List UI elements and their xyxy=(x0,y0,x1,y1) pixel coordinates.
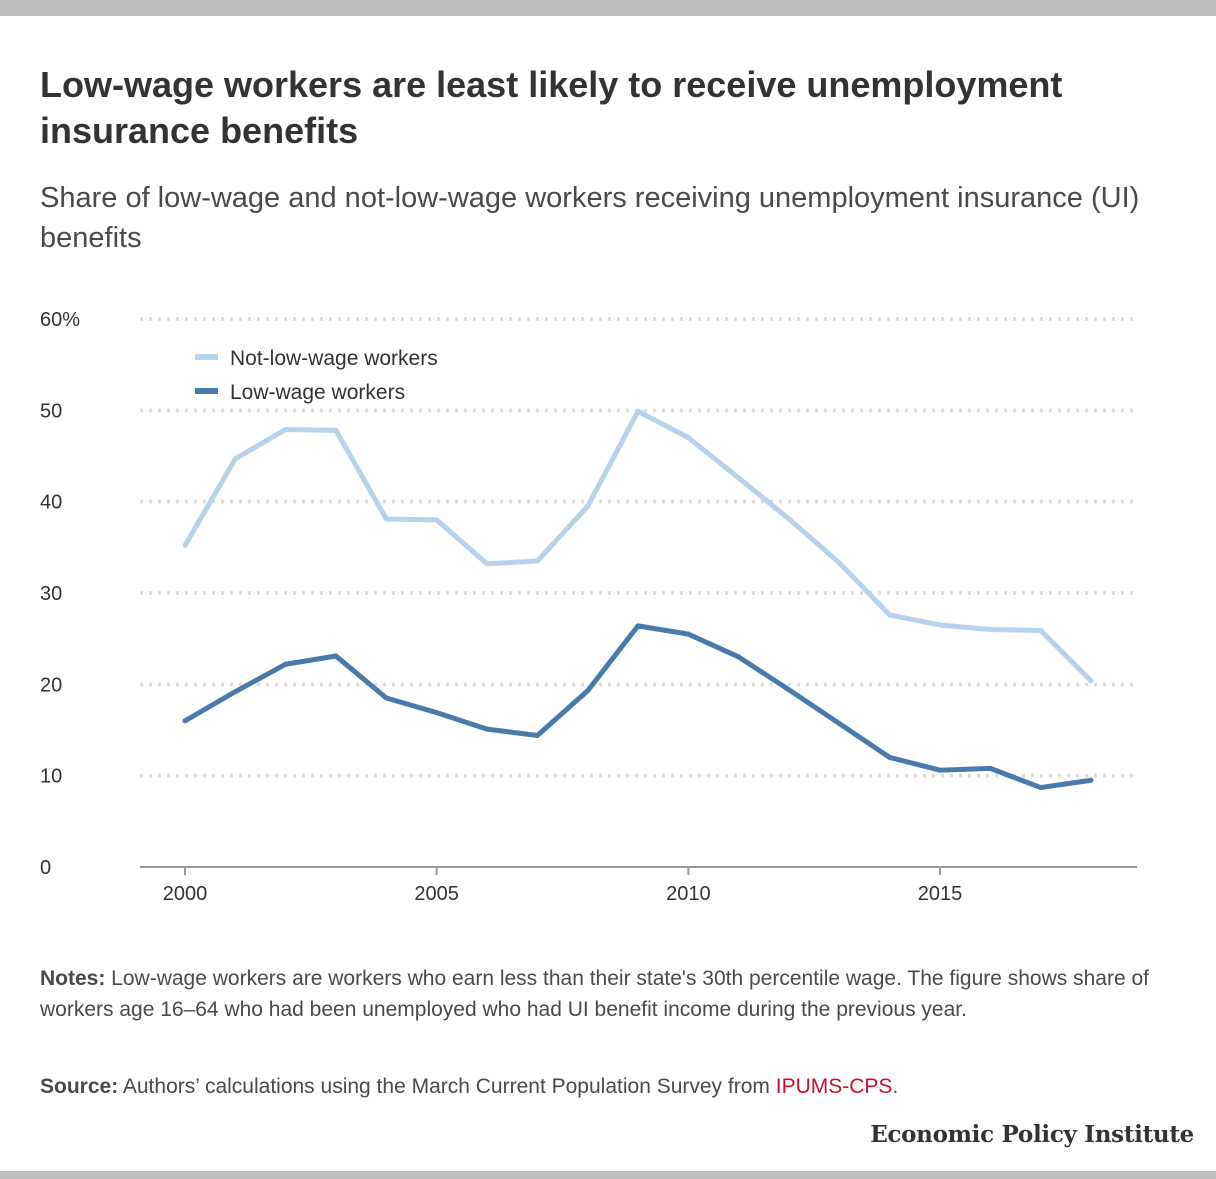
data-point-low-wage-workers-2008 xyxy=(585,688,591,694)
bottom-border-bar xyxy=(0,1171,1216,1179)
notes-text: Low-wage workers are workers who earn le… xyxy=(40,967,1149,1021)
y-tick-label-0: 0 xyxy=(40,857,51,879)
brand-logo-text: Economic Policy Institute xyxy=(870,1121,1194,1148)
data-point-not-low-wage-workers-2018 xyxy=(1088,678,1094,684)
y-tick-label-20: 20 xyxy=(40,674,62,696)
notes-label: Notes: xyxy=(40,967,106,990)
source-text: Authors’ calculations using the March Cu… xyxy=(118,1075,776,1098)
chart-source: Source: Authors’ calculations using the … xyxy=(40,1071,1160,1102)
data-point-low-wage-workers-2018 xyxy=(1088,777,1094,783)
data-point-not-low-wage-workers-2011 xyxy=(736,475,742,481)
series-line-not-low-wage-workers xyxy=(182,408,1093,683)
x-tick-label-2015: 2015 xyxy=(918,883,963,905)
gridlines xyxy=(140,317,1137,778)
data-point-low-wage-workers-2015 xyxy=(937,767,943,773)
series-lines xyxy=(182,408,1094,791)
y-tick-label-10: 10 xyxy=(40,766,62,788)
data-point-not-low-wage-workers-2013 xyxy=(836,560,842,566)
data-point-low-wage-workers-2011 xyxy=(736,654,742,660)
data-point-not-low-wage-workers-2017 xyxy=(1038,627,1044,633)
data-point-low-wage-workers-2009 xyxy=(635,623,641,629)
data-point-low-wage-workers-2017 xyxy=(1038,785,1044,791)
data-point-not-low-wage-workers-2008 xyxy=(585,503,591,509)
legend-label-low-wage-workers: Low-wage workers xyxy=(230,381,405,404)
y-tick-label-30: 30 xyxy=(40,583,62,605)
data-point-not-low-wage-workers-2003 xyxy=(333,427,339,433)
data-point-low-wage-workers-2016 xyxy=(987,765,993,771)
data-point-low-wage-workers-2001 xyxy=(232,689,238,695)
y-tick-label-40: 40 xyxy=(40,492,62,514)
y-tick-label-50: 50 xyxy=(40,400,62,422)
source-end: . xyxy=(892,1075,899,1098)
legend: Not-low-wage workers Low-wage workers xyxy=(195,347,438,404)
data-point-low-wage-workers-2012 xyxy=(786,687,792,693)
data-point-not-low-wage-workers-2000 xyxy=(182,543,188,549)
x-tick-label-2010: 2010 xyxy=(666,883,711,905)
data-point-low-wage-workers-2013 xyxy=(836,721,842,727)
y-axis-tick-labels: 0 10 20 30 40 50 60% xyxy=(40,309,80,879)
data-point-low-wage-workers-2006 xyxy=(484,726,490,732)
data-point-not-low-wage-workers-2016 xyxy=(987,627,993,633)
data-point-not-low-wage-workers-2004 xyxy=(383,516,389,522)
y-tick-label-60: 60% xyxy=(40,309,80,331)
data-point-low-wage-workers-2007 xyxy=(534,732,540,738)
chart-subtitle: Share of low-wage and not-low-wage worke… xyxy=(40,182,1140,254)
data-point-not-low-wage-workers-2002 xyxy=(283,427,289,433)
data-point-low-wage-workers-2004 xyxy=(383,695,389,701)
data-point-not-low-wage-workers-2010 xyxy=(685,435,691,441)
data-point-low-wage-workers-2002 xyxy=(283,661,289,667)
source-link-ipums[interactable]: IPUMS-CPS xyxy=(775,1075,893,1098)
x-axis: 2000 2005 2010 2015 xyxy=(140,866,1137,905)
top-border-bar xyxy=(0,0,1216,16)
data-point-not-low-wage-workers-2005 xyxy=(434,517,440,523)
chart-notes: Notes: Low-wage workers are workers who … xyxy=(40,963,1160,1025)
data-point-not-low-wage-workers-2012 xyxy=(786,516,792,522)
data-point-not-low-wage-workers-2015 xyxy=(937,622,943,628)
data-point-low-wage-workers-2014 xyxy=(887,754,893,760)
data-point-not-low-wage-workers-2007 xyxy=(534,558,540,564)
data-point-not-low-wage-workers-2001 xyxy=(232,456,238,462)
data-point-not-low-wage-workers-2014 xyxy=(887,612,893,618)
x-tick-label-2005: 2005 xyxy=(414,883,459,905)
source-label: Source: xyxy=(40,1075,119,1098)
data-point-low-wage-workers-2000 xyxy=(182,718,188,724)
legend-label-not-low-wage-workers: Not-low-wage workers xyxy=(230,347,438,370)
x-tick-label-2000: 2000 xyxy=(163,883,208,905)
data-point-low-wage-workers-2005 xyxy=(434,710,440,716)
data-point-low-wage-workers-2010 xyxy=(685,631,691,637)
line-chart: 0 10 20 30 40 50 60% 2000 2005 2010 2015 Not-low-… xyxy=(40,309,1137,905)
data-point-not-low-wage-workers-2006 xyxy=(484,561,490,567)
data-point-low-wage-workers-2003 xyxy=(333,653,339,659)
chart-title: Low-wage workers are least likely to rec… xyxy=(40,64,1063,151)
data-point-not-low-wage-workers-2009 xyxy=(635,408,641,414)
series-line-low-wage-workers xyxy=(183,623,1092,791)
